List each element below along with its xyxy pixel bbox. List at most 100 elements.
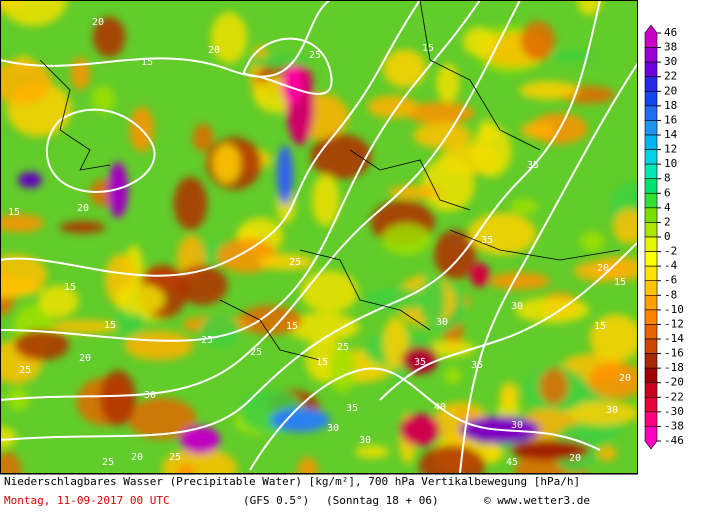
- colorbar-label: 6: [664, 186, 671, 199]
- shade-blob: [382, 49, 427, 88]
- colorbar-label: -38: [664, 419, 684, 432]
- colorbar-label: -12: [664, 317, 684, 330]
- contour-label: 20: [79, 353, 91, 364]
- shade-blob: [277, 145, 293, 205]
- shade-blob: [124, 330, 194, 361]
- shade-blob: [1, 59, 52, 105]
- contour-label: 30: [144, 390, 156, 401]
- contour-label: 25: [19, 365, 31, 376]
- contour-line: [1, 1, 421, 277]
- colorbar-swatch: [644, 338, 658, 354]
- contour-label: 25: [309, 50, 321, 61]
- colorbar-label: -6: [664, 274, 677, 287]
- colorbar-swatch: [644, 426, 658, 450]
- colorbar-label: -8: [664, 288, 677, 301]
- shade-blob: [388, 184, 442, 200]
- shade-blob: [210, 12, 248, 64]
- colorbar-label: 14: [664, 128, 678, 141]
- contour-label: 35: [414, 357, 426, 368]
- footer-source: © www.wetter3.de: [484, 494, 590, 507]
- colorbar-label: -10: [664, 303, 684, 316]
- shade-blob: [470, 263, 490, 287]
- shade-blob: [177, 265, 228, 306]
- shade-blob: [519, 80, 579, 100]
- contour-label: 35: [481, 235, 493, 246]
- contour-label: 35: [346, 403, 358, 414]
- shade-blob: [212, 143, 241, 184]
- contour-label: 25: [289, 257, 301, 268]
- colorbar-swatch: [644, 280, 658, 296]
- colorbar-swatch: [644, 294, 658, 311]
- contour-label: 20: [569, 453, 581, 464]
- shade-blob: [286, 312, 360, 343]
- shade-blob: [418, 445, 486, 473]
- shade-blob: [180, 426, 220, 454]
- shade-blob: [510, 440, 590, 460]
- contour-line: [1, 1, 521, 401]
- colorbar-label: 0: [664, 230, 671, 243]
- colorbar-swatch: [644, 251, 658, 267]
- contour-label: 25: [169, 452, 181, 463]
- contour-line: [459, 62, 637, 473]
- contour-label: 15: [141, 57, 153, 68]
- contour-label: 20: [92, 17, 104, 28]
- shade-blob: [48, 319, 119, 334]
- shade-blob: [99, 370, 137, 426]
- shade-blob: [565, 401, 637, 426]
- colorbar-label: 16: [664, 113, 677, 126]
- colorbar-swatch: [644, 192, 658, 209]
- colorbar-swatch: [644, 411, 658, 427]
- colorbar-label: 46: [664, 26, 677, 39]
- colorbar-label: 10: [664, 157, 677, 170]
- footer-title: Niederschlagbares Wasser (Precipitable W…: [4, 475, 580, 488]
- shade-blob: [509, 198, 539, 214]
- contour-label: 25: [102, 457, 114, 468]
- shade-blob: [311, 174, 340, 227]
- shade-blob: [70, 57, 90, 91]
- shade-blob: [199, 314, 241, 348]
- shade-blob: [382, 317, 409, 369]
- shade-blob: [421, 157, 475, 212]
- shade-blob: [127, 397, 197, 440]
- shade-blob: [14, 329, 70, 361]
- contour-label: 35: [471, 360, 483, 371]
- colorbar-label: 4: [664, 201, 671, 214]
- shade-blob: [520, 20, 556, 60]
- country-border: [219, 299, 321, 361]
- colorbar-swatch: [644, 396, 658, 413]
- colorbar-swatch: [644, 367, 658, 384]
- shade-blob: [300, 270, 359, 313]
- shade-blob: [436, 63, 460, 103]
- shade-blob: [402, 346, 438, 374]
- shade-blob: [434, 229, 477, 280]
- shade-blob: [489, 272, 551, 290]
- colorbar-label: 30: [664, 55, 677, 68]
- shade-blob: [38, 285, 79, 318]
- country-border: [419, 1, 541, 151]
- shade-blob: [539, 368, 569, 405]
- contour-line: [379, 241, 637, 401]
- colorbar-swatch: [644, 61, 658, 78]
- country-border: [449, 229, 621, 261]
- shade-blob: [367, 95, 418, 119]
- contour-label: 30: [511, 301, 523, 312]
- colorbar-label: 20: [664, 84, 677, 97]
- contour-lines: [1, 1, 637, 473]
- contour-label: 30: [359, 435, 371, 446]
- shade-blob: [114, 283, 165, 315]
- contour-label: 30: [511, 420, 523, 431]
- colorbar-label: -4: [664, 259, 678, 272]
- contour-label: 20: [619, 373, 631, 384]
- contour-label: 35: [527, 160, 539, 171]
- contour-label: 30: [436, 317, 448, 328]
- colorbar-label: 22: [664, 70, 677, 83]
- shade-blob: [355, 445, 390, 459]
- contour-line: [243, 37, 333, 95]
- contour-label: 20: [597, 263, 609, 274]
- colorbar-swatch: [644, 178, 658, 194]
- borders: [39, 1, 621, 361]
- colorbar-swatch: [644, 120, 658, 136]
- contour-line: [46, 108, 156, 193]
- colorbar-label: -18: [664, 361, 684, 374]
